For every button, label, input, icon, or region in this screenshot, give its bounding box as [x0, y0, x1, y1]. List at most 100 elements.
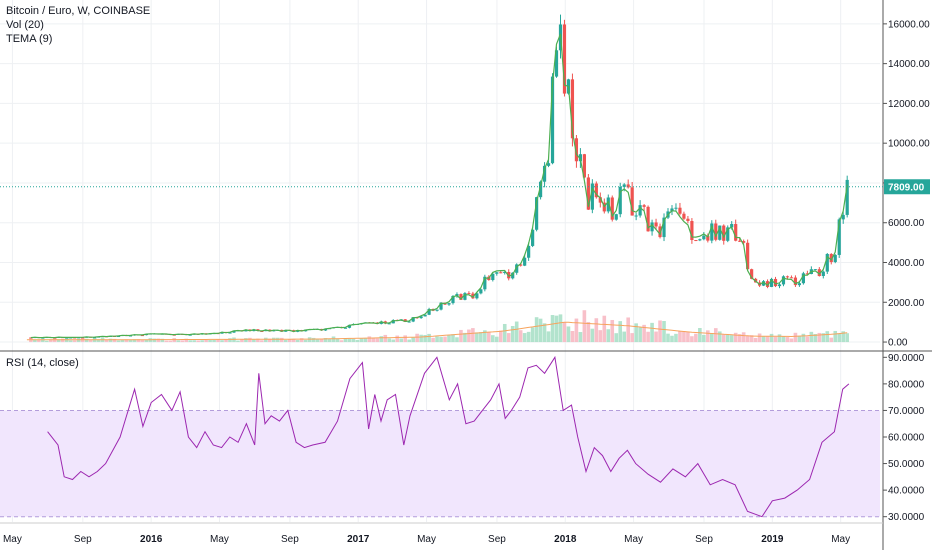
candle-body	[742, 241, 746, 243]
volume-bar	[140, 340, 145, 343]
volume-bar	[60, 338, 65, 343]
time-tick-label: 2017	[347, 534, 370, 545]
volume-bar	[614, 333, 619, 343]
candle-body	[833, 254, 837, 263]
candle-body	[562, 24, 567, 94]
volume-bar	[598, 330, 603, 343]
candle-body	[829, 253, 833, 263]
last-price-tag[interactable]: 7809.00	[0, 179, 930, 195]
volume-bar	[694, 333, 698, 343]
time-tick-label: May	[417, 534, 436, 545]
volume-bar	[610, 319, 615, 343]
volume-bar	[510, 326, 515, 343]
volume-bar	[112, 338, 117, 343]
legend-volume[interactable]: Vol (20)	[6, 19, 44, 31]
volume-bar	[634, 323, 638, 343]
volume-bar	[351, 338, 356, 343]
volume-bar	[662, 320, 666, 343]
price-tick-label: 4000.00	[888, 258, 925, 269]
volume-bar	[710, 333, 714, 343]
candle-body	[773, 278, 778, 287]
volume-bar	[299, 338, 304, 343]
candle-body	[710, 223, 714, 241]
volume-bar	[817, 332, 822, 343]
time-tick-label: 2016	[140, 534, 163, 545]
volume-bar	[144, 339, 149, 343]
candle-body	[646, 206, 650, 232]
rsi-tick-label: 40.0000	[888, 486, 925, 497]
volume-bar	[415, 333, 419, 343]
candle-body	[750, 269, 754, 279]
volume-bar	[757, 333, 762, 343]
legend-rsi[interactable]: RSI (14, close)	[6, 357, 79, 369]
candle-body	[821, 271, 825, 277]
candle-body	[706, 235, 710, 241]
volume-bar	[494, 336, 499, 343]
legend-tema[interactable]: TEMA (9)	[6, 33, 53, 45]
candle-body	[578, 154, 583, 162]
volume-bar	[550, 315, 555, 343]
candle-body	[598, 197, 602, 203]
volume-bar	[52, 338, 57, 343]
volume-bar	[427, 333, 431, 343]
volume-bar	[84, 338, 89, 343]
volume-bar	[733, 332, 738, 343]
volume-bar	[37, 339, 41, 343]
volume-bar	[180, 340, 185, 343]
volume-bar	[236, 340, 240, 343]
volume-bar	[821, 333, 826, 343]
volume-ma-path	[26, 321, 848, 341]
volume-bar	[769, 333, 774, 343]
volume-bar	[303, 339, 308, 343]
price-tick-label: 12000.00	[888, 99, 930, 110]
candle-body	[527, 245, 531, 258]
volume-bar	[690, 336, 694, 343]
rsi-tick-label: 80.0000	[888, 379, 925, 390]
time-tick-label: Sep	[695, 534, 713, 545]
candle-body	[535, 197, 539, 230]
volume-bar	[574, 318, 579, 343]
candle-body	[634, 215, 638, 217]
volume-bar	[471, 328, 475, 343]
rsi-tick-label: 50.0000	[888, 459, 925, 470]
volume-bar	[702, 334, 706, 343]
volume-bar	[68, 340, 73, 343]
candle-body	[650, 222, 654, 232]
volume-bar	[399, 338, 404, 343]
volume-bar	[311, 337, 316, 343]
candle-body	[726, 227, 730, 241]
candle-body	[554, 50, 559, 77]
candle-body	[777, 284, 782, 287]
candle-body	[451, 295, 455, 304]
candle-body	[630, 187, 634, 216]
volume-bar	[638, 327, 642, 343]
candle-body	[116, 336, 121, 338]
volume-bar	[379, 336, 384, 343]
volume-bar	[347, 338, 352, 343]
volume-bar	[64, 338, 69, 343]
price-tick-label: 14000.00	[888, 59, 930, 70]
volume-bar	[630, 333, 634, 343]
last-price-badge	[884, 179, 930, 195]
volume-bar	[526, 331, 531, 343]
candle-body	[467, 293, 471, 295]
candle-body	[658, 226, 662, 238]
volume-bar	[407, 339, 411, 343]
candle-body	[463, 293, 467, 300]
candle-body	[626, 184, 630, 188]
volume-bar	[674, 333, 678, 343]
volume-bar	[419, 334, 423, 343]
volume-bar	[741, 332, 746, 343]
volume-bar	[248, 337, 252, 343]
volume-bar	[343, 338, 348, 343]
volume-bar	[455, 337, 459, 343]
volume-bar	[542, 323, 547, 343]
volume-bar	[295, 339, 300, 343]
legend-symbol[interactable]: Bitcoin / Euro, W, COINBASE	[6, 5, 151, 17]
candle-body	[491, 273, 495, 281]
volume-bar	[713, 328, 718, 343]
volume-bar	[594, 318, 599, 343]
time-tick-label: Sep	[281, 534, 299, 545]
volume-bar	[387, 338, 392, 343]
candle-body	[387, 323, 391, 325]
